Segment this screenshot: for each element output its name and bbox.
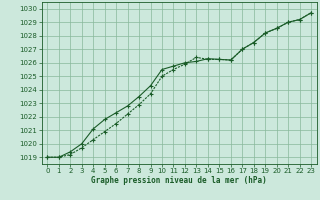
X-axis label: Graphe pression niveau de la mer (hPa): Graphe pression niveau de la mer (hPa) bbox=[91, 176, 267, 185]
